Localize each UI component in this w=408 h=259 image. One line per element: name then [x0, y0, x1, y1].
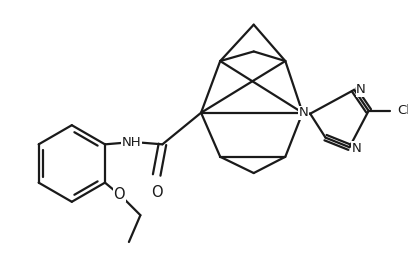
Text: NH: NH [122, 136, 142, 149]
Text: O: O [113, 187, 125, 202]
Text: N: N [299, 106, 308, 119]
Text: N: N [356, 83, 366, 96]
Text: Cl: Cl [397, 104, 408, 117]
Text: O: O [151, 185, 162, 199]
Text: N: N [351, 142, 361, 155]
